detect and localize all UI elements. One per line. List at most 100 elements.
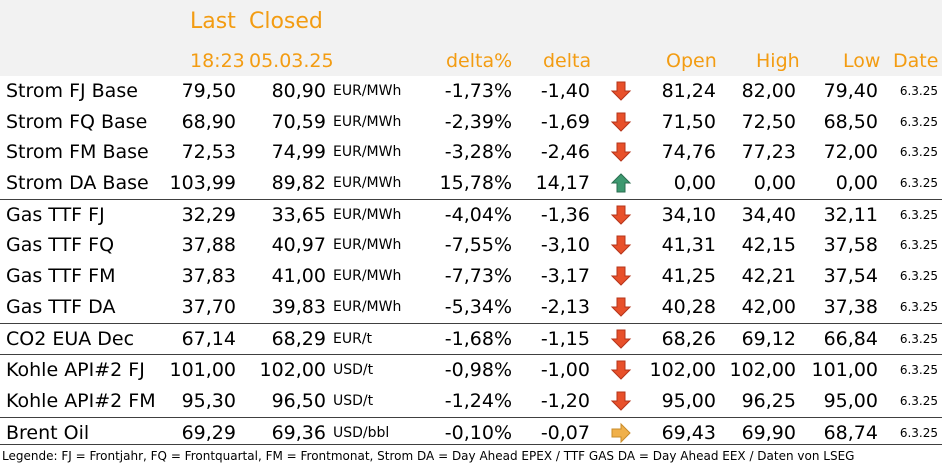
cell-unit: USD/t xyxy=(333,392,374,409)
cell-date: 6.3.25 xyxy=(899,331,938,346)
cell-last: 95,30 xyxy=(181,389,236,412)
cell-closed: 89,82 xyxy=(271,172,326,195)
cell-unit: EUR/MWh xyxy=(333,206,402,223)
cell-low: 68,74 xyxy=(823,421,878,444)
cell-open: 81,24 xyxy=(661,80,716,102)
cell-name: Kohle API#2 FJ xyxy=(6,359,145,382)
cell-closed: 69,36 xyxy=(271,421,326,444)
down-arrow-icon xyxy=(610,235,632,256)
cell-delta: -1,20 xyxy=(540,389,590,412)
cell-delta-pct: -1,68% xyxy=(444,327,512,350)
cell-unit: EUR/MWh xyxy=(333,113,402,130)
cell-closed: 41,00 xyxy=(271,265,326,288)
cell-unit: EUR/MWh xyxy=(333,83,402,99)
table-row: Gas TTF FQ 37,88 40,97 EUR/MWh -7,55% -3,10 41… xyxy=(0,230,942,261)
cell-open: 0,00 xyxy=(673,172,716,195)
cell-delta: -2,46 xyxy=(540,141,590,164)
cell-low: 37,54 xyxy=(823,265,878,288)
cell-last: 69,29 xyxy=(181,421,236,444)
cell-open: 41,31 xyxy=(661,234,716,257)
header-low: Low xyxy=(843,50,881,72)
cell-delta: -3,10 xyxy=(540,234,590,257)
cell-open: 95,00 xyxy=(661,389,716,412)
header-last: Last xyxy=(190,9,236,34)
cell-name: Gas TTF FQ xyxy=(6,234,115,257)
cell-date: 6.3.25 xyxy=(899,393,938,408)
cell-low: 101,00 xyxy=(811,359,878,382)
cell-closed: 68,29 xyxy=(271,327,326,350)
cell-name: Gas TTF DA xyxy=(6,295,116,318)
cell-last: 67,14 xyxy=(181,327,236,350)
cell-last: 37,83 xyxy=(181,265,236,288)
cell-closed: 40,97 xyxy=(271,234,326,257)
down-arrow-icon xyxy=(610,142,632,163)
cell-delta-pct: -7,55% xyxy=(444,234,512,257)
cell-closed: 70,59 xyxy=(271,110,326,133)
cell-delta: -0,07 xyxy=(540,421,590,444)
table-row: Brent Oil 69,29 69,36 USD/bbl -0,10% -0,07 69,… xyxy=(0,416,942,449)
cell-open: 68,26 xyxy=(661,327,716,350)
down-arrow-icon xyxy=(610,205,632,225)
cell-open: 41,25 xyxy=(661,265,716,288)
right-arrow-icon xyxy=(611,422,631,443)
cell-closed: 80,90 xyxy=(271,80,326,102)
cell-delta: -1,15 xyxy=(540,327,590,350)
table-row: Gas TTF DA 37,70 39,83 EUR/MWh -5,34% -2,13 40… xyxy=(0,292,942,323)
down-arrow-icon xyxy=(610,391,632,411)
down-arrow-icon xyxy=(610,81,632,101)
table-row: Strom FQ Base 68,90 70,59 EUR/MWh -2,39% -1,6… xyxy=(0,107,942,138)
cell-date: 6.3.25 xyxy=(899,363,938,378)
cell-name: Kohle API#2 FM xyxy=(6,389,156,412)
cell-delta-pct: -3,28% xyxy=(444,141,512,164)
cell-date: 6.3.25 xyxy=(899,425,938,440)
legend-divider xyxy=(0,444,942,445)
cell-delta-pct: -1,24% xyxy=(444,389,512,412)
down-arrow-icon xyxy=(610,329,632,349)
cell-delta: -1,40 xyxy=(540,80,590,102)
cell-name: CO2 EUA Dec xyxy=(6,327,135,350)
cell-last: 37,70 xyxy=(181,295,236,318)
cell-name: Gas TTF FJ xyxy=(6,203,105,226)
cell-delta-pct: -0,10% xyxy=(444,421,512,444)
cell-low: 66,84 xyxy=(823,327,878,350)
table-row: Strom FM Base 72,53 74,99 EUR/MWh -3,28% -2,4… xyxy=(0,137,942,168)
table-row: Strom FJ Base 79,50 80,90 EUR/MWh -1,73% -1,4… xyxy=(0,76,942,107)
header-date: Date xyxy=(893,50,939,72)
cell-date: 6.3.25 xyxy=(899,269,938,284)
cell-open: 40,28 xyxy=(661,295,716,318)
cell-high: 42,15 xyxy=(741,234,796,257)
cell-name: Strom DA Base xyxy=(6,172,149,195)
cell-last: 79,50 xyxy=(181,80,236,102)
table-body: Strom FJ Base 79,50 80,90 EUR/MWh -1,73% -1,4… xyxy=(0,76,942,448)
cell-open: 34,10 xyxy=(661,203,716,226)
cell-closed: 96,50 xyxy=(271,389,326,412)
cell-unit: USD/bbl xyxy=(333,424,390,441)
cell-closed: 39,83 xyxy=(271,295,326,318)
cell-open: 69,43 xyxy=(661,421,716,444)
cell-high: 69,12 xyxy=(741,327,796,350)
cell-open: 74,76 xyxy=(661,141,716,164)
up-arrow-icon xyxy=(610,173,632,193)
cell-unit: EUR/MWh xyxy=(333,144,402,161)
cell-delta-pct: -5,34% xyxy=(444,295,512,318)
header-last-time: 18:23 xyxy=(190,50,245,72)
down-arrow-icon xyxy=(610,297,632,317)
table-header: Last Closed 18:23 05.03.25 delta% delta … xyxy=(0,0,942,76)
cell-unit: EUR/MWh xyxy=(333,175,402,192)
header-closed: Closed xyxy=(249,9,323,34)
cell-high: 77,23 xyxy=(741,141,796,164)
cell-open: 102,00 xyxy=(649,359,716,382)
table-row: Kohle API#2 FJ 101,00 102,00 USD/t -0,98% -1,… xyxy=(0,354,942,386)
cell-delta: -2,13 xyxy=(540,295,590,318)
cell-name: Strom FM Base xyxy=(6,141,149,164)
cell-delta-pct: -1,73% xyxy=(444,80,512,102)
cell-low: 37,38 xyxy=(823,295,878,318)
cell-date: 6.3.25 xyxy=(899,145,938,160)
cell-high: 96,25 xyxy=(741,389,796,412)
cell-high: 0,00 xyxy=(753,172,796,195)
table-row: Gas TTF FJ 32,29 33,65 EUR/MWh -4,04% -1,36 34… xyxy=(0,198,942,231)
cell-last: 72,53 xyxy=(181,141,236,164)
cell-date: 6.3.25 xyxy=(899,114,938,129)
cell-last: 68,90 xyxy=(181,110,236,133)
